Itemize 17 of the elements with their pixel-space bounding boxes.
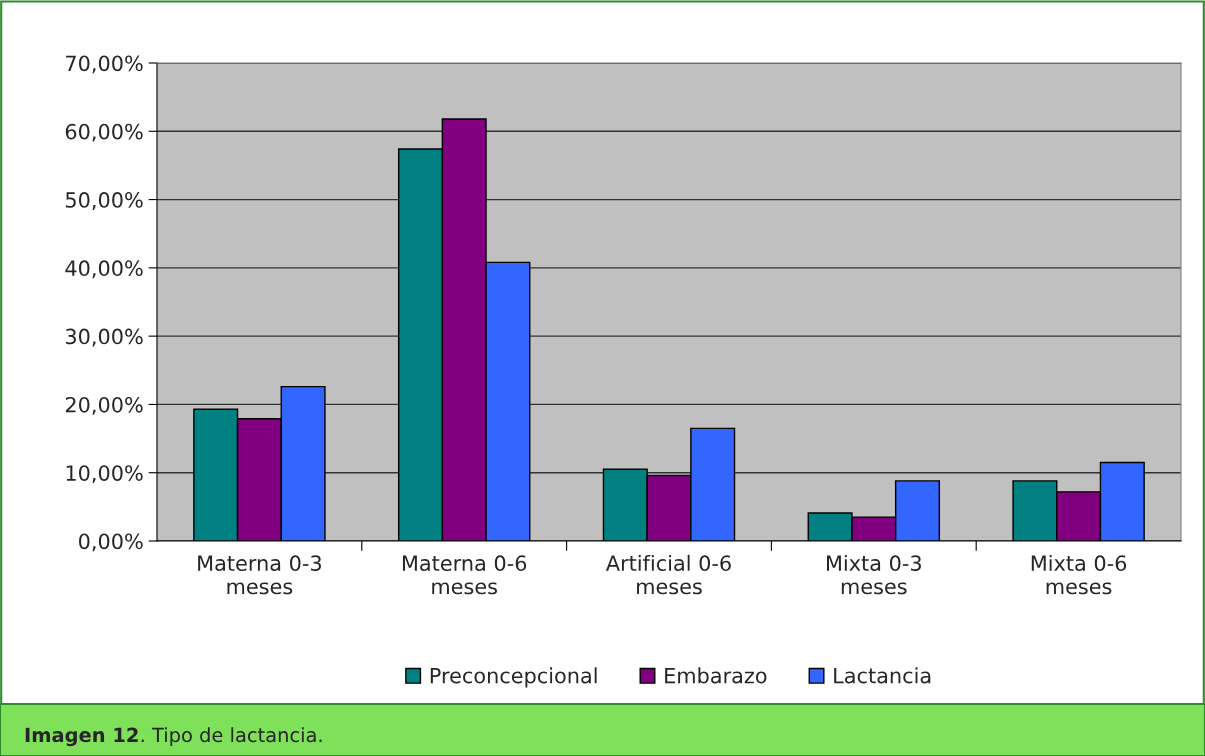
y-tick-label: 30,00% bbox=[65, 328, 143, 347]
legend-label: Preconcepcional bbox=[430, 667, 597, 688]
x-tick-label: Mixta 0-6 meses bbox=[1031, 554, 1127, 595]
x-tick-label: Materna 0-6 meses bbox=[402, 555, 527, 595]
y-tick-label: 50,00% bbox=[65, 192, 143, 210]
y-tick-label: 10,00% bbox=[66, 465, 143, 484]
legend-label: Embarazo bbox=[665, 667, 767, 684]
y-tick-label: 20,00% bbox=[65, 396, 143, 415]
x-tick-label: Mixta 0-3 meses bbox=[827, 554, 921, 595]
x-tick-label: Materna 0-3 meses bbox=[198, 555, 322, 595]
y-tick-label: 60,00% bbox=[65, 123, 143, 142]
y-tick-label: 40,00% bbox=[65, 260, 143, 279]
y-tick-label: 0,00% bbox=[79, 533, 143, 552]
text: Imagen 12. Tipo de lactancia. bbox=[25, 727, 322, 747]
legend-label: Lactancia bbox=[834, 667, 931, 684]
x-tick-label: Artificial 0-6 meses bbox=[605, 554, 731, 595]
y-tick-label: 70,00% bbox=[66, 55, 143, 74]
